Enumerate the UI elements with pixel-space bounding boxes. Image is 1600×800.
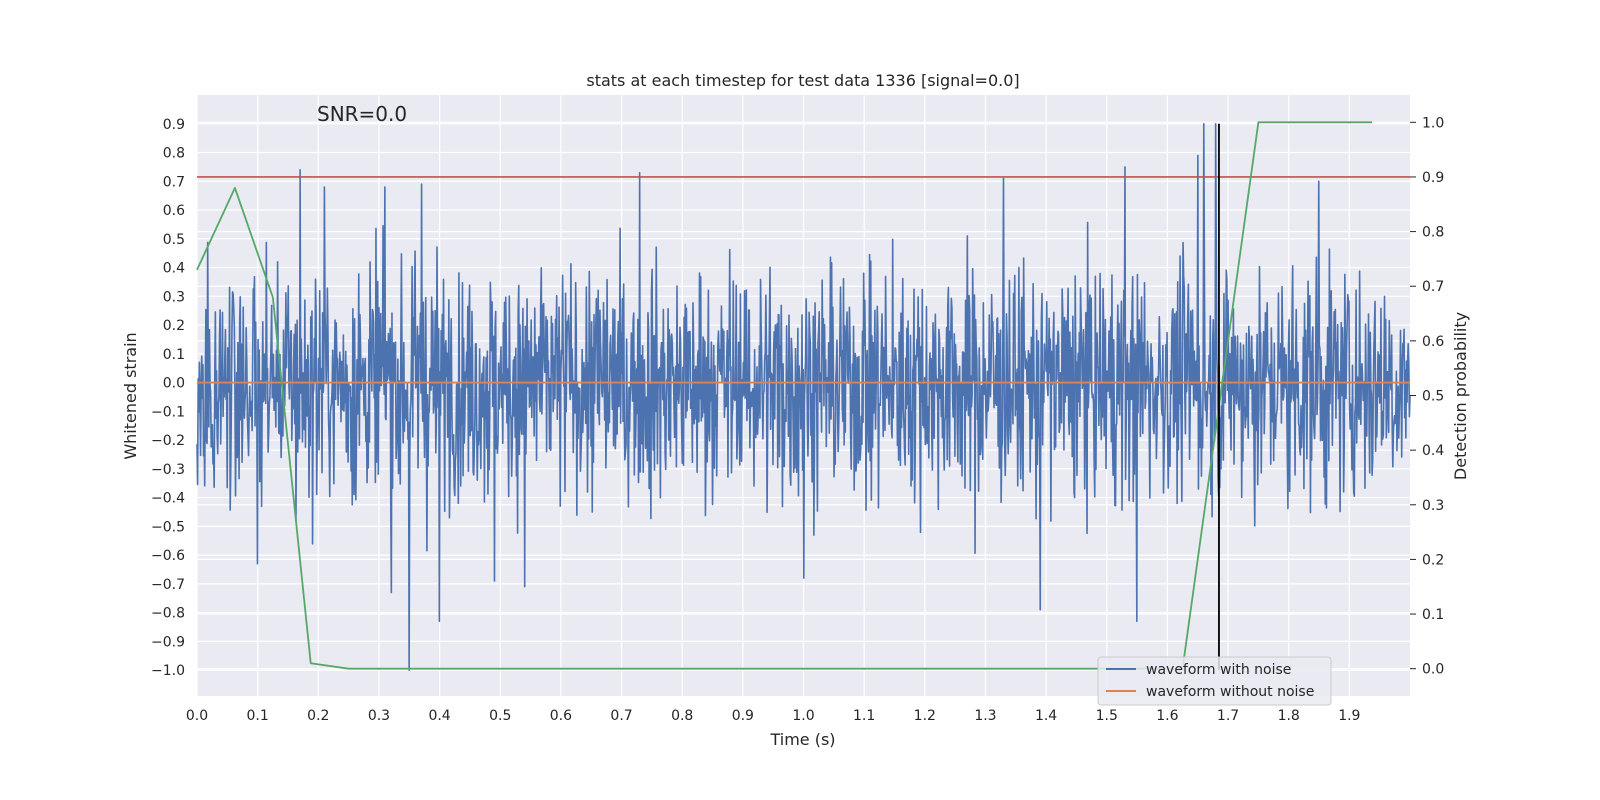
snr-annotation: SNR=0.0	[317, 102, 407, 126]
y-tick-label-left: 0.8	[163, 146, 185, 162]
legend-label-without-noise: waveform without noise	[1146, 684, 1314, 700]
y-tick-label-left: 0.2	[163, 318, 185, 334]
y-tick-label-right: 0.5	[1422, 389, 1444, 405]
axes-text: 0.0 0.1 0.2 0.3 0.4 0.5 0.6 0.7 0.8 0.9 1.0 1.1 1.2 1…	[151, 115, 1444, 724]
y-tick-label-right: 0.9	[1422, 170, 1444, 186]
y-tick-label-right: 0.7	[1422, 279, 1444, 295]
x-tick-label: 0.4	[428, 708, 450, 724]
y-tick-label-right: 0.0	[1422, 662, 1444, 678]
y-tick-label-left: −0.9	[151, 634, 185, 650]
x-tick-label: 0.0	[186, 708, 208, 724]
y-tick-label-left: −0.8	[151, 606, 185, 622]
x-tick-label: 0.2	[307, 708, 329, 724]
chart-title: stats at each timestep for test data 133…	[586, 71, 1019, 90]
x-tick-label: 0.6	[550, 708, 572, 724]
y-tick-label-left: −1.0	[151, 663, 185, 679]
x-tick-label: 1.6	[1156, 708, 1178, 724]
x-tick-label: 0.1	[247, 708, 269, 724]
x-tick-label: 1.2	[914, 708, 936, 724]
y-tick-label-right: 0.8	[1422, 225, 1444, 241]
x-tick-label: 0.5	[489, 708, 511, 724]
y-tick-label-right: 0.2	[1422, 552, 1444, 568]
y-tick-label-right: 0.3	[1422, 498, 1444, 514]
y-tick-label-left: 0.9	[163, 117, 185, 133]
y-tick-label-left: −0.3	[151, 462, 185, 478]
y-tick-label-left: 0.5	[163, 232, 185, 248]
x-tick-label: 1.8	[1278, 708, 1300, 724]
x-tick-label: 1.3	[974, 708, 996, 724]
y-tick-label-left: 0.1	[163, 347, 185, 363]
x-tick-label: 1.5	[1096, 708, 1118, 724]
y-tick-label-left: 0.3	[163, 289, 185, 305]
y-tick-label-left: 0.4	[163, 261, 185, 277]
x-tick-label: 1.1	[853, 708, 875, 724]
y-tick-label-left: −0.7	[151, 577, 185, 593]
y-tick-label-right: 0.4	[1422, 443, 1444, 459]
y-tick-label-left: 0.6	[163, 203, 185, 219]
x-tick-label: 0.7	[610, 708, 632, 724]
y-axis-label-right: Detection probability	[1451, 312, 1470, 480]
x-tick-label: 0.9	[732, 708, 754, 724]
y-tick-label-left: −0.5	[151, 519, 185, 535]
legend: waveform with noise waveform without noi…	[1097, 656, 1332, 706]
x-tick-label: 1.0	[792, 708, 814, 724]
x-tick-label: 0.8	[671, 708, 693, 724]
x-axis-label: Time (s)	[769, 730, 835, 749]
legend-box	[1097, 656, 1332, 706]
y-axis-label-left: Whitened strain	[121, 332, 140, 459]
x-tick-label: 0.3	[368, 708, 390, 724]
y-tick-label-right: 0.6	[1422, 334, 1444, 350]
x-tick-label: 1.9	[1338, 708, 1360, 724]
y-tick-label-left: 0.0	[163, 376, 185, 392]
y-tick-label-right: 0.1	[1422, 607, 1444, 623]
y-tick-label-right: 1.0	[1422, 115, 1444, 131]
y-tick-label-left: −0.1	[151, 404, 185, 420]
x-tick-label: 1.7	[1217, 708, 1239, 724]
y-tick-label-left: −0.6	[151, 548, 185, 564]
legend-label-with-noise: waveform with noise	[1146, 662, 1291, 678]
x-tick-label: 1.4	[1035, 708, 1057, 724]
y-tick-label-left: 0.7	[163, 174, 185, 190]
y-tick-label-left: −0.4	[151, 491, 185, 507]
series-waveform-with-noise	[196, 122, 1411, 671]
y-tick-label-left: −0.2	[151, 433, 185, 449]
